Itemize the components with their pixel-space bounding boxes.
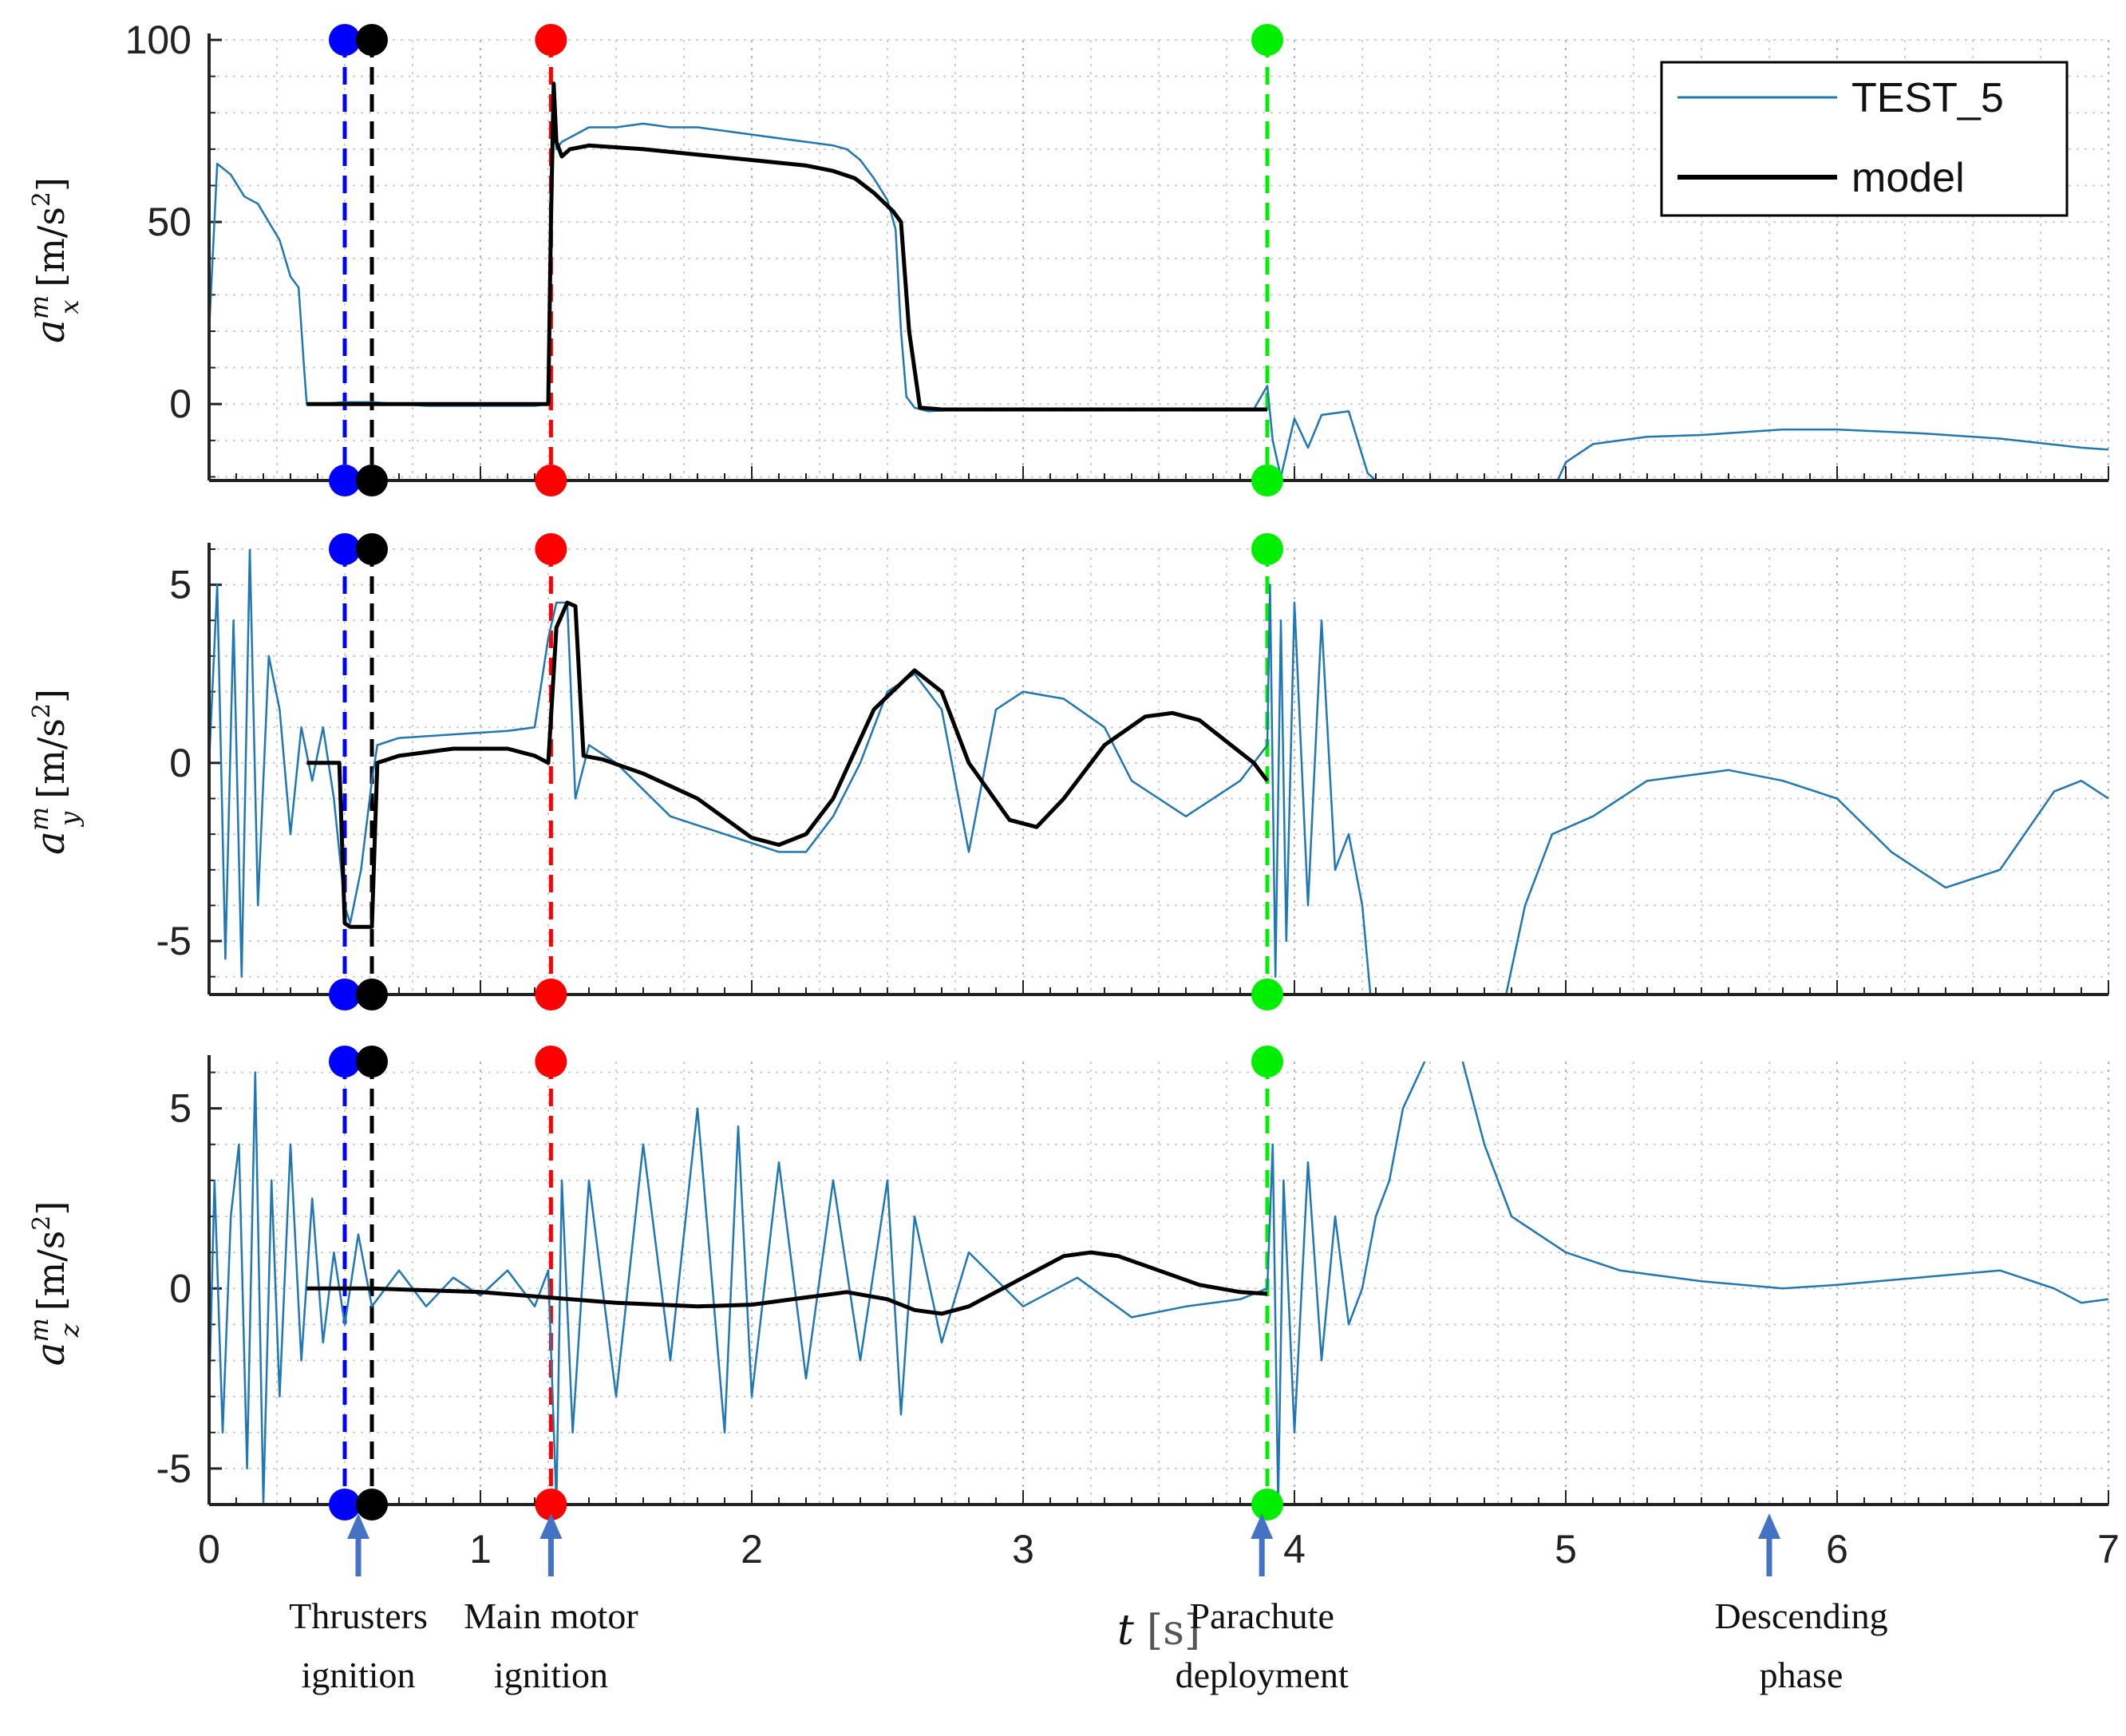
svg-text:t[s]: t [s] <box>1117 1607 1200 1655</box>
x-tick-label: 3 <box>1012 1527 1034 1572</box>
annotation-label: Thrusters <box>289 1596 428 1636</box>
panel-ay: -5 0 5 <box>156 533 2109 1010</box>
y-tick-label-ay: -5 <box>156 919 192 963</box>
event-marker-thrusters-1-bottom <box>329 979 361 1010</box>
event-marker-main-motor-top <box>535 1046 567 1078</box>
event-marker-main-motor-bottom <box>535 465 567 496</box>
event-marker-thrusters-2-bottom <box>356 465 388 496</box>
ylabel-az-unit: [m/s <box>30 1231 73 1311</box>
ylabel-ax-symbol: a <box>27 319 73 343</box>
panel-az: -5 0 5 <box>156 1046 2109 1520</box>
svg-text:amy[m/s2]: amy [m/s2] <box>24 689 85 855</box>
ylabel-ax-sup: m <box>24 295 54 319</box>
y-tick-label-ax: 100 <box>125 18 192 62</box>
x-tick-label: 0 <box>198 1527 220 1572</box>
ylabel-ax-sub: x <box>54 300 85 314</box>
annotation-arrow-head <box>539 1513 563 1539</box>
event-marker-main-motor-top <box>535 533 567 565</box>
ylabel-az-sub: z <box>54 1323 85 1338</box>
event-marker-thrusters-1-top <box>329 533 361 565</box>
x-tick-label: 7 <box>2097 1527 2120 1572</box>
x-tick-label: 1 <box>469 1527 492 1572</box>
panel-ax: 0 50 100 <box>125 18 2109 496</box>
legend-label-model: model <box>1851 155 1965 201</box>
x-tick-label: 2 <box>741 1527 763 1572</box>
event-marker-parachute-top <box>1251 533 1283 565</box>
series-model-az <box>306 1250 1268 1316</box>
y-tick-label-ay: 5 <box>169 563 192 607</box>
event-marker-parachute-bottom <box>1251 1489 1283 1520</box>
legend-box <box>1660 61 2069 217</box>
event-marker-thrusters-1-bottom <box>329 1489 361 1520</box>
annotation-arrow-head <box>347 1513 369 1539</box>
event-marker-parachute-top <box>1251 1046 1283 1078</box>
series-model-ax <box>306 81 1267 412</box>
event-marker-main-motor-bottom <box>535 1489 567 1520</box>
series-test5-ay <box>209 549 2108 995</box>
event-marker-thrusters-1-bottom <box>329 465 361 496</box>
x-tick-label: 4 <box>1283 1527 1306 1572</box>
event-marker-parachute-top <box>1251 24 1283 56</box>
xlabel-unit: [s] <box>1147 1607 1200 1655</box>
event-marker-parachute-bottom <box>1251 979 1283 1010</box>
event-marker-thrusters-2-top <box>356 533 388 565</box>
xlabel: t [s] <box>1117 1607 1200 1655</box>
event-marker-thrusters-2-bottom <box>356 979 388 1010</box>
event-marker-thrusters-2-bottom <box>356 1489 388 1520</box>
annotation-label: phase <box>1760 1655 1843 1695</box>
event-marker-thrusters-1-top <box>329 1046 361 1078</box>
ylabel-ax-unit-close: ] <box>30 177 73 192</box>
y-tick-label-az: -5 <box>156 1446 192 1491</box>
series-model-ay <box>306 600 1269 929</box>
ylabel-ay: amy [m/s2] <box>24 689 85 855</box>
xlabel-symbol: t <box>1117 1607 1134 1655</box>
ylabel-az: amz [m/s2] <box>24 1201 85 1366</box>
ylabel-az-symbol: a <box>27 1343 73 1366</box>
annotation-label: ignition <box>494 1655 608 1695</box>
event-marker-thrusters-1-top <box>329 24 361 56</box>
legend: TEST_5 model <box>1660 61 2069 217</box>
event-annotations: Thrusters ignition Main motor ignition Parac… <box>289 1513 1888 1695</box>
ylabel-ay-unit-close: ] <box>30 689 73 703</box>
y-tick-label-ax: 0 <box>169 382 192 426</box>
annotation-label: deployment <box>1176 1655 1349 1695</box>
ylabel-az-sup: m <box>24 1318 54 1342</box>
series-test5-az <box>209 1062 2108 1505</box>
event-marker-parachute-bottom <box>1251 465 1283 496</box>
ylabel-az-unit-sup: 2 <box>28 1216 56 1231</box>
ylabel-ax-unit: [m/s <box>30 207 73 287</box>
y-tick-label-ay: 0 <box>169 741 192 785</box>
ylabel-ax: amx [m/s2] <box>24 177 85 343</box>
ylabel-ay-symbol: a <box>27 831 73 855</box>
legend-label-test5: TEST_5 <box>1851 75 2004 121</box>
y-tick-label-ax: 50 <box>147 200 192 244</box>
annotation-arrow-head <box>1251 1513 1274 1539</box>
annotation-label: Main motor <box>464 1596 638 1636</box>
y-tick-label-az: 0 <box>169 1266 192 1311</box>
svg-text:amx[m/s2]: amx [m/s2] <box>24 177 85 343</box>
event-marker-thrusters-2-top <box>356 24 388 56</box>
annotation-label: Descending <box>1714 1596 1887 1636</box>
ylabel-ay-sup: m <box>24 807 54 831</box>
ylabel-az-unit-close: ] <box>30 1201 73 1216</box>
x-tick-label: 6 <box>1826 1527 1848 1572</box>
x-tick-labels: 0 1 2 3 4 5 6 7 <box>198 1527 2120 1572</box>
event-marker-thrusters-2-top <box>356 1046 388 1078</box>
annotation-label: ignition <box>301 1655 415 1695</box>
ylabel-ay-unit: [m/s <box>30 718 73 799</box>
annotation-arrow-head <box>1758 1513 1780 1539</box>
x-tick-label: 5 <box>1555 1527 1577 1572</box>
svg-text:amz[m/s2]: amz [m/s2] <box>24 1201 85 1366</box>
event-marker-main-motor-top <box>535 24 567 56</box>
ylabel-ax-unit-sup: 2 <box>28 192 56 207</box>
ylabel-ay-unit-sup: 2 <box>28 703 56 718</box>
ylabel-ay-sub: y <box>54 811 85 828</box>
annotation-label: Parachute <box>1190 1596 1334 1636</box>
y-tick-label-az: 5 <box>169 1086 192 1131</box>
event-marker-main-motor-bottom <box>535 979 567 1010</box>
